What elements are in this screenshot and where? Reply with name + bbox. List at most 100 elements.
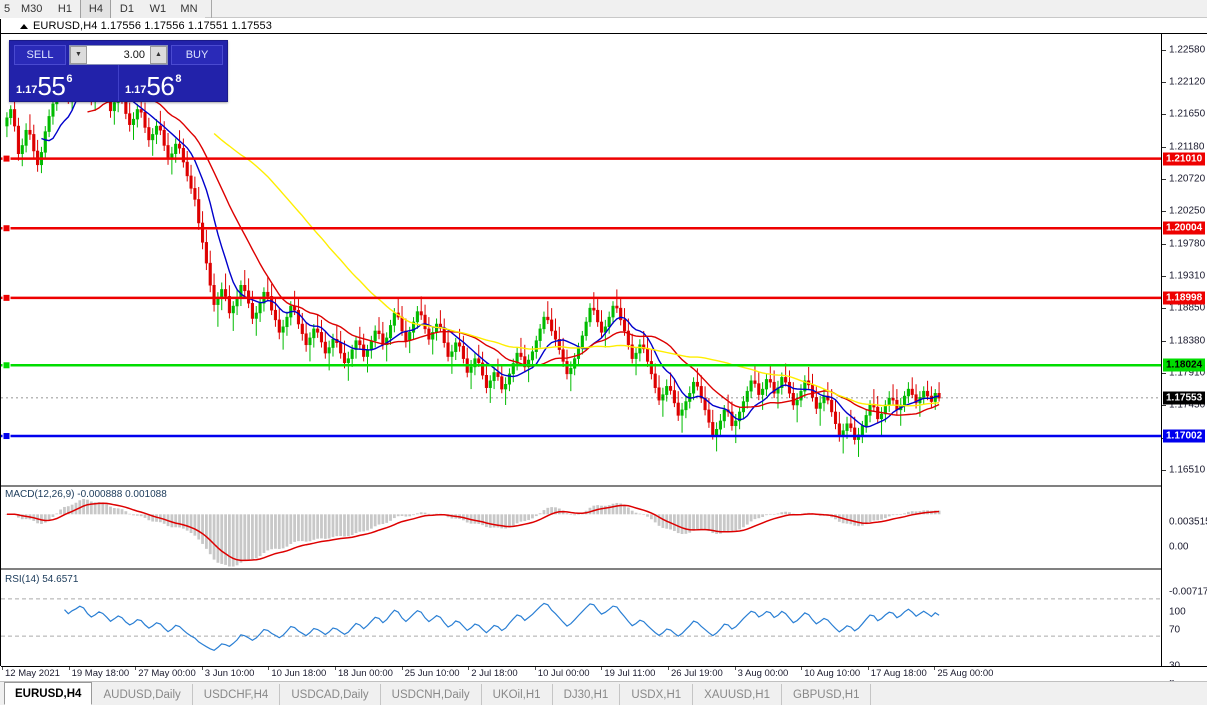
symbol-tab-gbpusd[interactable]: GBPUSD,H1 <box>782 684 872 705</box>
price-level-handle[interactable] <box>2 224 11 233</box>
timeframe-button-m30[interactable]: M30 <box>14 0 50 18</box>
sell-price-display[interactable]: 1.17 55 6 <box>10 65 119 101</box>
price-level-handle[interactable] <box>2 361 11 370</box>
price-axis-label: 1.16510 <box>1169 464 1206 476</box>
price-level-tag[interactable]: 1.18998 <box>1163 291 1206 305</box>
symbol-tab-usdcnh[interactable]: USDCNH,Daily <box>380 684 482 705</box>
time-axis-tick <box>468 667 470 670</box>
time-axis-tick <box>601 667 603 670</box>
price-axis-tick <box>1162 49 1166 51</box>
price-axis-tick <box>1162 243 1166 245</box>
rsi-label: RSI(14) 54.6571 <box>5 574 79 585</box>
macd-axis-label: -0.00717 <box>1169 586 1207 598</box>
symbol-header: EURUSD,H4 1.17556 1.17556 1.17551 1.1755… <box>0 19 1207 34</box>
price-axis-tick <box>1162 178 1166 180</box>
buy-price-big: 56 <box>146 71 175 101</box>
price-axis-label: 1.22120 <box>1169 76 1206 88</box>
timeframe-button-mn[interactable]: MN <box>173 0 205 18</box>
symbol-tab-usdchf[interactable]: USDCHF,H4 <box>192 684 281 705</box>
price-axis-label: 1.22580 <box>1169 44 1206 56</box>
price-axis-tick <box>1162 146 1166 148</box>
time-axis-label: 10 Jul 00:00 <box>537 668 590 679</box>
time-axis-tick <box>268 667 270 670</box>
symbol-tab-audusd[interactable]: AUDUSD,Daily <box>92 684 193 705</box>
time-axis-tick <box>801 667 803 670</box>
price-level-tag[interactable]: 1.18024 <box>1163 358 1206 372</box>
price-level-tag[interactable]: 1.20004 <box>1163 221 1206 235</box>
sell-price-big: 55 <box>37 71 66 101</box>
time-axis-tick <box>335 667 336 670</box>
price-level-tag[interactable]: 1.21010 <box>1163 152 1206 166</box>
time-axis-label: 10 Aug 10:00 <box>804 668 861 679</box>
buy-price-display[interactable]: 1.17 56 8 <box>119 65 227 101</box>
timeframe-button-w1[interactable]: W1 <box>142 0 174 18</box>
sell-price-prefix: 1.17 <box>16 84 38 96</box>
timeframe-button-h4[interactable]: H4 <box>80 0 112 18</box>
time-axis-tick <box>668 667 669 670</box>
price-axis-tick <box>1162 211 1166 213</box>
sell-price-fraction: 6 <box>66 73 73 85</box>
price-axis-label: 1.19310 <box>1169 270 1206 282</box>
time-axis-label: 12 May 2021 <box>5 668 60 679</box>
rsi-axis-label: 70 <box>1169 624 1181 636</box>
price-axis-tick <box>1162 308 1166 310</box>
rsi-axis-label: 100 <box>1169 606 1186 618</box>
symbol-tab-xauusd[interactable]: XAUUSD,H1 <box>693 684 782 705</box>
buy-price-prefix: 1.17 <box>125 84 147 96</box>
price-axis-label: 1.20250 <box>1169 205 1206 217</box>
time-axis-tick <box>934 667 936 670</box>
price-level-handle[interactable] <box>2 293 11 302</box>
chart-left-border <box>0 19 1 666</box>
toolbar-separator <box>210 0 212 18</box>
symbol-tab-eurusd[interactable]: EURUSD,H4 <box>4 682 93 705</box>
time-axis-label: 2 Jul 18:00 <box>471 668 518 679</box>
time-axis-tick <box>534 667 536 670</box>
price-axis-label: 1.20720 <box>1169 173 1206 185</box>
collapse-triangle-icon[interactable] <box>20 23 28 29</box>
time-axis-label: 27 May 00:00 <box>138 668 196 679</box>
ma-mid-line <box>87 91 940 416</box>
chart-svg <box>1 47 1161 651</box>
time-axis-tick <box>867 667 869 670</box>
price-axis-label: 1.17910 <box>1169 367 1206 379</box>
price-axis-tick <box>1162 405 1166 406</box>
volume-decrease-icon[interactable]: ▼ <box>70 45 87 64</box>
price-level-handle[interactable] <box>2 154 11 163</box>
price-axis-tick <box>1162 340 1166 342</box>
symbol-tab-dj30[interactable]: DJ30,H1 <box>552 684 621 705</box>
buy-price-fraction: 8 <box>175 73 182 85</box>
time-axis-label: 19 May 18:00 <box>71 668 130 679</box>
volume-value[interactable]: 3.00 <box>123 48 145 61</box>
ma-slow-line <box>213 132 940 407</box>
price-axis-label: 1.18850 <box>1169 302 1206 314</box>
chart-canvas[interactable] <box>1 34 1161 666</box>
timeframe-button-5[interactable]: 5 <box>0 0 14 18</box>
time-axis-tick <box>68 667 70 670</box>
symbol-tab-bar: EURUSD,H4 AUDUSD,Daily USDCHF,H4 USDCAD,Dai… <box>0 681 1207 705</box>
symbol-tab-usdx[interactable]: USDX,H1 <box>620 684 694 705</box>
volume-increase-icon[interactable]: ▲ <box>150 45 167 64</box>
symbol-tab-ukoil[interactable]: UKOil,H1 <box>481 684 553 705</box>
time-axis[interactable]: 12 May 2021 19 May 18:00 27 May 00:00 3 Jun… <box>1 666 1207 680</box>
price-axis-label: 1.17450 <box>1169 399 1206 411</box>
rsi-line <box>64 602 940 651</box>
price-level-handle[interactable] <box>2 432 11 441</box>
timeframe-toolbar: 5 M30 H1 H4 D1 W1 MN <box>0 0 1207 18</box>
timeframe-button-d1[interactable]: D1 <box>111 0 143 18</box>
sell-button[interactable]: SELL <box>14 44 66 65</box>
price-axis-tick <box>1162 81 1166 83</box>
octrade-prices: 1.17 55 6 1.17 56 8 <box>10 65 227 101</box>
time-axis-label: 10 Jun 18:00 <box>271 668 327 679</box>
time-axis-label: 17 Aug 18:00 <box>870 668 927 679</box>
price-level-tag[interactable]: 1.17553 <box>1163 391 1206 405</box>
timeframe-button-h1[interactable]: H1 <box>49 0 81 18</box>
price-axis[interactable]: 1.22580 1.22120 1.21650 1.21180 1.20720 1.202… <box>1161 34 1207 690</box>
time-axis-label: 25 Aug 00:00 <box>937 668 994 679</box>
symbol-header-text: EURUSD,H4 1.17556 1.17556 1.17551 1.1755… <box>33 20 272 32</box>
price-level-tag[interactable]: 1.17002 <box>1163 429 1206 443</box>
symbol-tab-usdcad[interactable]: USDCAD,Daily <box>280 684 381 705</box>
volume-stepper[interactable]: ▼ 3.00 ▲ <box>69 44 168 65</box>
buy-button[interactable]: BUY <box>171 44 223 65</box>
one-click-trading-panel[interactable]: SELL ▼ 3.00 ▲ BUY 1.17 55 6 1.17 56 8 <box>9 40 228 102</box>
